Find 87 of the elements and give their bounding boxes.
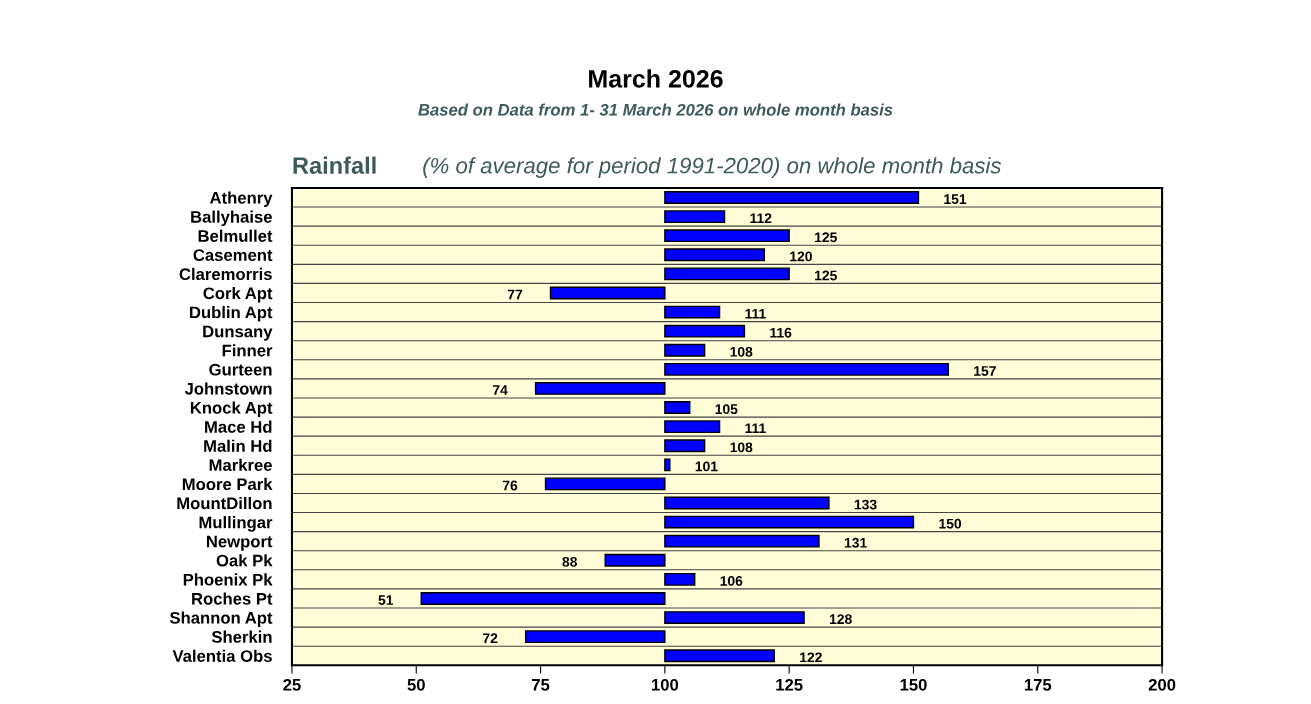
y-tick-label: Belmullet bbox=[198, 229, 273, 242]
bar bbox=[664, 401, 691, 414]
bar bbox=[524, 630, 666, 644]
bar bbox=[664, 343, 706, 357]
data-label: 116 bbox=[770, 327, 792, 338]
y-tick-label: MountDillon bbox=[177, 496, 272, 510]
bar bbox=[534, 382, 666, 395]
y-tick-label: Dublin Apt bbox=[190, 306, 273, 322]
bar bbox=[664, 439, 706, 453]
bar bbox=[664, 248, 766, 262]
chart-subtitle: Based on Data from 1- 31 March 2026 on whole month basis bbox=[418, 103, 893, 116]
data-label: 133 bbox=[854, 499, 877, 510]
y-tick-label: Cork Apt bbox=[203, 286, 273, 303]
x-tick-label: 200 bbox=[1148, 678, 1176, 691]
data-label: 157 bbox=[974, 366, 996, 376]
data-label: 106 bbox=[720, 576, 743, 586]
y-tick-label: Mace Hd bbox=[205, 420, 272, 433]
data-label: 120 bbox=[790, 251, 812, 262]
y-tick-label: Johnstown bbox=[184, 382, 272, 395]
data-label: 76 bbox=[502, 480, 518, 491]
y-tick-label: Phoenix Pk bbox=[183, 573, 273, 586]
y-tick-label: Moore Park bbox=[182, 477, 273, 491]
x-tick-label: 25 bbox=[283, 678, 301, 691]
data-label: 122 bbox=[800, 652, 822, 663]
x-tick-label: 75 bbox=[532, 679, 550, 691]
data-label: 125 bbox=[815, 232, 837, 243]
y-tick-label: Knock Apt bbox=[190, 401, 273, 418]
data-label: 51 bbox=[378, 595, 394, 605]
data-label: 131 bbox=[844, 537, 867, 548]
bar bbox=[664, 191, 920, 204]
bar bbox=[664, 611, 805, 624]
data-label: 101 bbox=[695, 461, 718, 472]
text: (% of average for period 1991-2020) on whole month basis bbox=[423, 157, 1002, 178]
bar bbox=[549, 286, 666, 300]
chart-title: March 2026 bbox=[589, 69, 723, 88]
bar bbox=[664, 515, 915, 529]
x-tick-label: 150 bbox=[900, 678, 927, 691]
data-label: 111 bbox=[745, 308, 766, 319]
data-label: 128 bbox=[829, 614, 852, 625]
bar bbox=[664, 420, 721, 434]
x-tick-label: 100 bbox=[652, 678, 679, 691]
bar bbox=[664, 496, 830, 510]
bar bbox=[664, 267, 790, 281]
y-tick-label: Markree bbox=[209, 458, 272, 472]
bar bbox=[664, 534, 820, 548]
x-tick-label: 50 bbox=[407, 678, 425, 691]
data-label: 151 bbox=[944, 194, 967, 205]
data-label: 150 bbox=[939, 518, 962, 529]
data-label: 105 bbox=[715, 404, 738, 415]
data-label: 72 bbox=[483, 633, 498, 644]
data-label: 112 bbox=[750, 213, 772, 223]
data-label: 108 bbox=[730, 346, 753, 357]
x-tick-label: 125 bbox=[776, 678, 803, 691]
y-tick-label: Shannon Apt bbox=[169, 611, 273, 628]
bar bbox=[664, 210, 726, 224]
bar bbox=[604, 553, 666, 567]
y-tick-label: Athenry bbox=[209, 191, 273, 208]
bar bbox=[664, 572, 696, 586]
y-tick-label: Malin Hd bbox=[204, 439, 272, 452]
y-tick-label: Mullingar bbox=[199, 516, 273, 532]
data-label: 88 bbox=[562, 556, 577, 567]
bar bbox=[544, 477, 666, 491]
bar bbox=[664, 649, 775, 663]
bar bbox=[664, 458, 671, 472]
y-tick-label: Valentia Obs bbox=[172, 649, 272, 662]
data-label: 111 bbox=[745, 423, 766, 433]
y-tick-label: Claremorris bbox=[179, 267, 272, 281]
data-label: 125 bbox=[815, 270, 837, 281]
y-tick-label: Roches Pt bbox=[192, 592, 273, 605]
y-tick-label: Ballyhaise bbox=[191, 210, 272, 227]
bar bbox=[664, 362, 949, 376]
bar bbox=[664, 229, 790, 243]
y-tick-label: Finner bbox=[222, 344, 273, 357]
bar bbox=[420, 592, 666, 605]
data-label: 77 bbox=[507, 289, 523, 300]
bar bbox=[664, 305, 721, 319]
y-tick-label: Casement bbox=[193, 249, 273, 261]
text: Rainfall bbox=[293, 156, 376, 174]
y-tick-label: Newport bbox=[206, 535, 273, 551]
y-tick-label: Gurteen bbox=[209, 363, 272, 376]
data-label: 108 bbox=[730, 442, 753, 453]
y-tick-label: Oak Pk bbox=[216, 554, 273, 567]
y-tick-label: Dunsany bbox=[203, 325, 273, 341]
data-label: 74 bbox=[492, 385, 508, 395]
y-tick-label: Sherkin bbox=[211, 630, 272, 643]
bar bbox=[664, 324, 746, 338]
x-tick-label: 175 bbox=[1024, 679, 1052, 691]
